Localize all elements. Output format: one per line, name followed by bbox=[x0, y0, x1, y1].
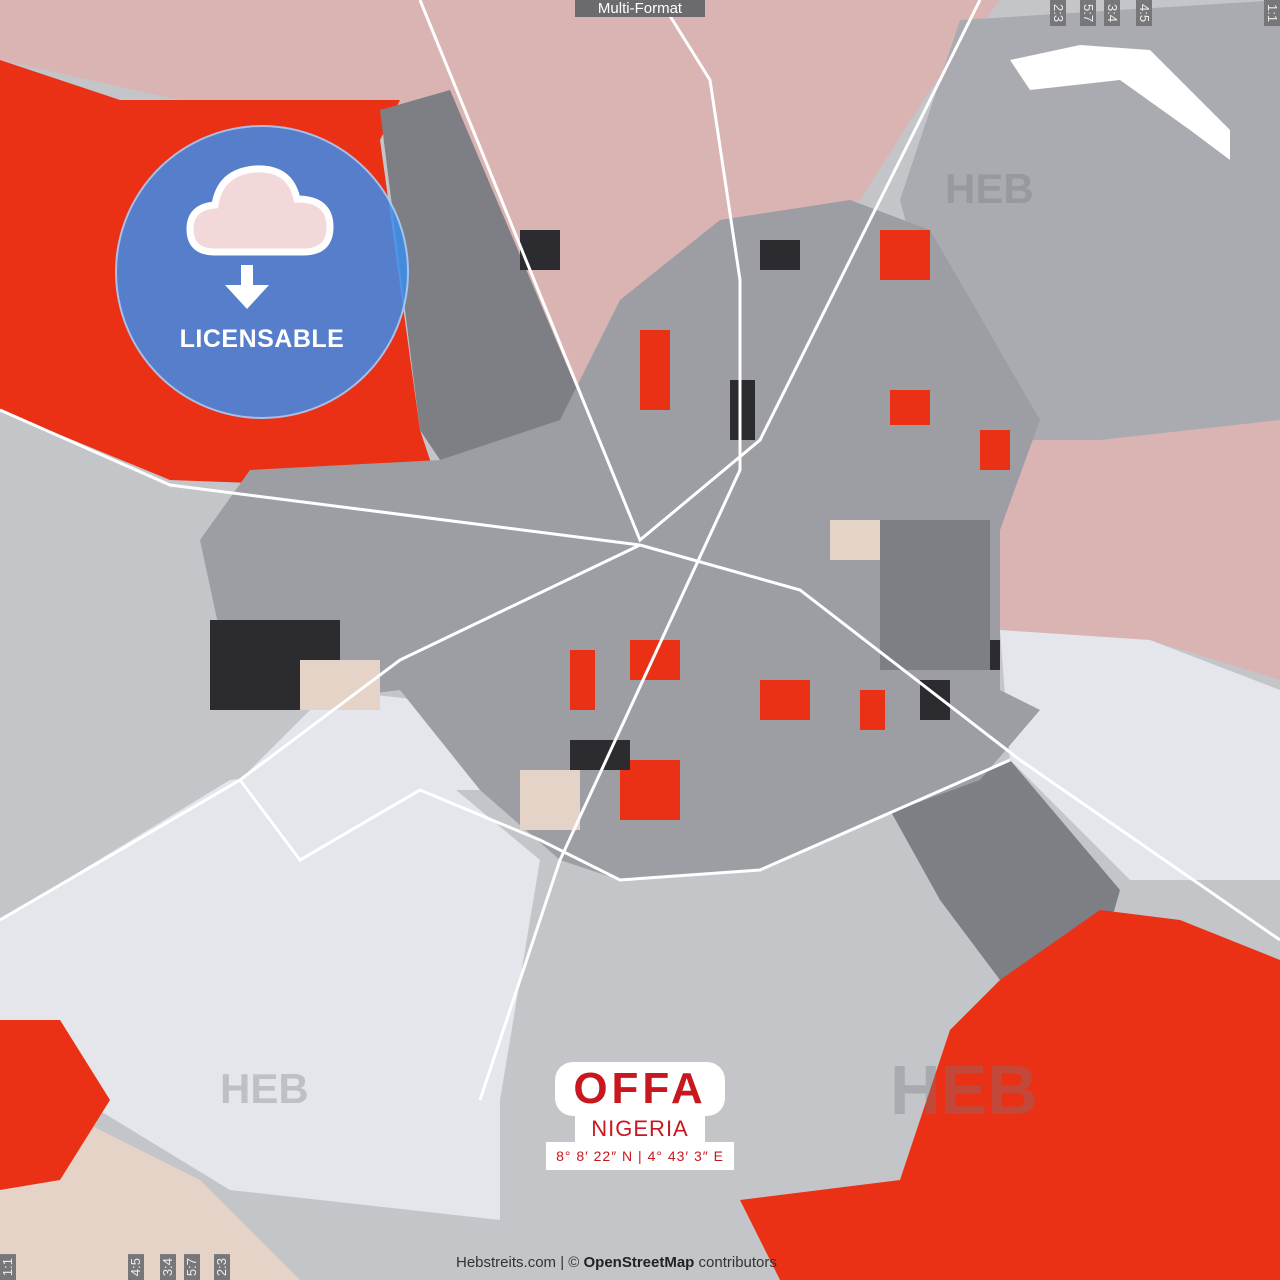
coordinates: 8° 8′ 22″ N | 4° 43′ 3″ E bbox=[546, 1142, 734, 1170]
ratio-guide-top: 1:1 bbox=[1264, 0, 1280, 27]
ratio-guide-bottom: 2:3 bbox=[214, 1253, 230, 1280]
ratio-guide-bottom: 4:5 bbox=[128, 1253, 144, 1280]
watermark: HEB bbox=[890, 1051, 1038, 1129]
region-light-east bbox=[1000, 630, 1280, 880]
credits-osm-link[interactable]: OpenStreetMap bbox=[583, 1254, 695, 1271]
licensable-label: LICENSABLE bbox=[179, 325, 345, 353]
region-light-sw bbox=[0, 760, 540, 1220]
region-lake bbox=[1010, 45, 1230, 160]
ratio-guide-bottom: 1:1 bbox=[0, 1253, 16, 1280]
roads bbox=[0, 0, 1280, 1101]
licensable-badge[interactable]: LICENSABLE bbox=[115, 125, 409, 419]
region-dark-nw bbox=[380, 90, 590, 470]
city-name: OFFA bbox=[555, 1062, 725, 1116]
city-blocks bbox=[210, 230, 1010, 830]
watermark: HEB bbox=[945, 165, 1034, 212]
region-dark-se bbox=[890, 760, 1120, 980]
ratio-guide-top: 2:3 bbox=[1050, 0, 1066, 27]
ratio-guide-top: 3:4 bbox=[1104, 0, 1120, 27]
ratio-guide-top: 4:5 bbox=[1136, 0, 1152, 27]
credits-site-link[interactable]: Hebstreits.com bbox=[456, 1254, 557, 1271]
ratio-guide-bottom: 3:4 bbox=[160, 1253, 176, 1280]
watermark: HEB bbox=[220, 1065, 309, 1112]
format-label: Multi-Format bbox=[575, 0, 705, 17]
region-red-se bbox=[740, 910, 1280, 1280]
credits-suffix: contributors bbox=[694, 1254, 777, 1271]
cloud-download-icon bbox=[186, 165, 334, 309]
ratio-guide-bottom: 5:7 bbox=[184, 1253, 200, 1280]
region-pink-east bbox=[980, 420, 1280, 680]
ratio-guide-top: 5:7 bbox=[1080, 0, 1096, 27]
region-city-center bbox=[200, 200, 1040, 880]
credits: Hebstreits.com | © OpenStreetMap contrib… bbox=[456, 1254, 777, 1271]
map-title: OFFA NIGERIA 8° 8′ 22″ N | 4° 43′ 3″ E bbox=[535, 1062, 745, 1170]
region-red-west bbox=[0, 1020, 110, 1190]
credits-separator: | © bbox=[556, 1254, 584, 1271]
country-name: NIGERIA bbox=[575, 1116, 705, 1142]
region-pink-nw bbox=[0, 0, 450, 110]
